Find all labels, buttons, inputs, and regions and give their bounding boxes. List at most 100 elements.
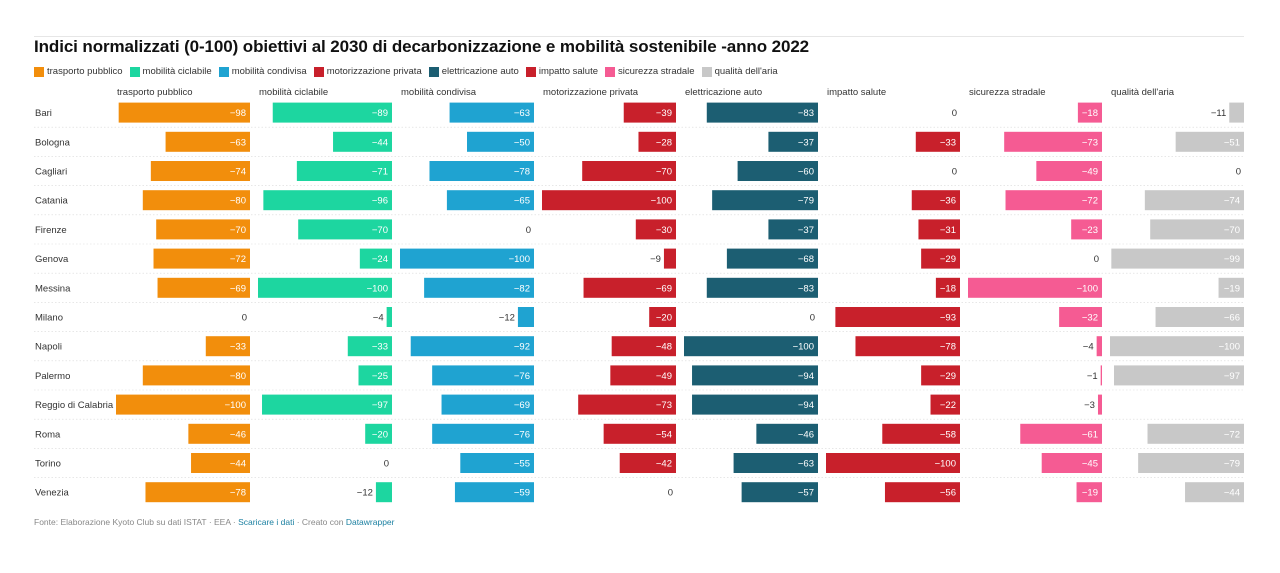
bar-mobilita-ciclabile-roma [365, 423, 392, 444]
bar-trasporto-pubblico-catania [142, 190, 250, 211]
value-label-impatto-salute-torino: −100 [935, 459, 956, 470]
value-label-mobilita-condivisa-cagliari: −78 [514, 167, 530, 178]
bar-sicurezza-stradale-messina [968, 277, 1102, 298]
bar-sicurezza-stradale-bologna [1004, 131, 1102, 152]
download-data-link[interactable]: Scaricare i dati [238, 517, 295, 527]
column-header-qualita-dell-aria: qualità dell'aria [1111, 87, 1175, 98]
bar-motorizzazione-privata-milano [649, 307, 676, 327]
value-label-motorizzazione-privata-torino: −42 [656, 459, 672, 470]
value-label-trasporto-pubblico-palermo: −80 [230, 371, 246, 382]
bar-qualita-dell-aria-firenze [1150, 219, 1244, 240]
value-label-motorizzazione-privata-firenze: −30 [656, 225, 672, 236]
value-label-mobilita-condivisa-catania: −65 [514, 196, 530, 207]
value-label-elettricazione-auto-palermo: −94 [798, 371, 814, 382]
bar-sicurezza-stradale-torino [1041, 453, 1102, 473]
column-header-motorizzazione-privata: motorizzazione privata [543, 87, 639, 98]
top-rule [34, 36, 1244, 37]
bar-impatto-salute-milano [835, 307, 960, 327]
value-label-qualita-dell-aria-bologna: −51 [1224, 137, 1240, 148]
bar-impatto-salute-catania [911, 190, 960, 211]
value-label-motorizzazione-privata-bologna: −28 [656, 137, 672, 148]
bar-mobilita-ciclabile-napoli [347, 336, 392, 357]
bar-mobilita-condivisa-genova [400, 248, 534, 269]
value-label-mobilita-ciclabile-roma: −20 [372, 429, 388, 440]
bar-elettricazione-auto-genova [726, 248, 818, 269]
value-label-motorizzazione-privata-genova: −9 [650, 254, 661, 265]
bar-impatto-salute-reggio-di-calabria [930, 394, 960, 415]
bar-motorizzazione-privata-torino [619, 453, 676, 473]
bar-sicurezza-stradale-firenze [1071, 219, 1102, 240]
bar-trasporto-pubblico-messina [157, 277, 250, 298]
value-label-elettricazione-auto-bologna: −37 [798, 137, 814, 148]
value-label-trasporto-pubblico-torino: −44 [230, 459, 246, 470]
row-label-milano: Milano [35, 313, 63, 324]
value-label-impatto-salute-roma: −58 [940, 429, 956, 440]
value-label-mobilita-condivisa-venezia: −59 [514, 488, 530, 499]
value-label-trasporto-pubblico-cagliari: −74 [230, 167, 246, 178]
legend-item-sicurezza-stradale: sicurezza stradale [605, 66, 695, 77]
bar-elettricazione-auto-catania [712, 190, 818, 211]
legend-swatch [34, 66, 44, 77]
bar-mobilita-condivisa-bari [449, 102, 534, 123]
bar-qualita-dell-aria-roma [1147, 423, 1244, 444]
value-label-sicurezza-stradale-messina: −100 [1077, 283, 1098, 294]
bar-sicurezza-stradale-venezia [1076, 482, 1102, 503]
value-label-impatto-salute-reggio-di-calabria: −22 [940, 400, 956, 411]
bar-sicurezza-stradale-palermo [1100, 365, 1102, 386]
value-label-qualita-dell-aria-torino: −79 [1224, 459, 1240, 470]
row-label-messina: Messina [35, 283, 71, 294]
legend-item-mobilita-condivisa: mobilità condivisa [218, 66, 307, 77]
legend-swatch [129, 66, 140, 77]
value-label-trasporto-pubblico-bologna: −63 [230, 137, 246, 148]
value-label-sicurezza-stradale-roma: −61 [1082, 429, 1098, 440]
value-label-mobilita-ciclabile-torino: 0 [384, 459, 389, 470]
value-label-mobilita-condivisa-palermo: −76 [514, 371, 530, 382]
value-label-impatto-salute-palermo: −29 [940, 371, 956, 382]
value-label-impatto-salute-venezia: −56 [940, 488, 956, 499]
row-label-genova: Genova [35, 254, 69, 265]
legend-label: impatto salute [538, 66, 598, 77]
bar-elettricazione-auto-bari [706, 102, 818, 123]
bar-impatto-salute-venezia [884, 482, 960, 503]
value-label-motorizzazione-privata-milano: −20 [656, 313, 672, 324]
value-label-elettricazione-auto-napoli: −100 [793, 342, 814, 353]
bar-trasporto-pubblico-torino [191, 453, 250, 473]
value-label-qualita-dell-aria-catania: −74 [1224, 196, 1240, 207]
value-label-motorizzazione-privata-roma: −54 [656, 429, 672, 440]
legend-label: motorizzazione privata [326, 66, 422, 77]
value-label-motorizzazione-privata-catania: −100 [651, 196, 672, 207]
value-label-mobilita-condivisa-roma: −76 [514, 429, 530, 440]
value-label-mobilita-ciclabile-bari: −89 [372, 108, 388, 119]
value-label-trasporto-pubblico-messina: −69 [230, 283, 246, 294]
bar-sicurezza-stradale-reggio-di-calabria [1097, 394, 1102, 415]
bar-mobilita-ciclabile-palermo [358, 365, 392, 386]
bar-qualita-dell-aria-bologna [1175, 131, 1244, 152]
value-label-mobilita-condivisa-messina: −82 [514, 283, 530, 294]
legend-swatch [218, 66, 229, 77]
legend-item-elettricazione-auto: elettricazione auto [428, 66, 519, 77]
datawrapper-link[interactable]: Datawrapper [345, 517, 395, 527]
legend-item-mobilita-ciclabile: mobilità ciclabile [129, 66, 212, 77]
column-header-trasporto-pubblico: trasporto pubblico [117, 87, 193, 98]
bar-mobilita-ciclabile-reggio-di-calabria [262, 394, 392, 415]
bar-trasporto-pubblico-cagliari [150, 161, 250, 181]
bar-qualita-dell-aria-messina [1218, 277, 1244, 298]
value-label-impatto-salute-milano: −93 [940, 313, 956, 324]
bar-qualita-dell-aria-palermo [1114, 365, 1244, 386]
row-label-torino: Torino [35, 459, 61, 470]
bar-trasporto-pubblico-bologna [165, 131, 250, 152]
value-label-mobilita-ciclabile-napoli: −33 [372, 342, 388, 353]
footer-source: Fonte: Elaborazione Kyoto Club su dati I… [34, 517, 239, 527]
row-label-bari: Bari [35, 108, 52, 119]
bar-trasporto-pubblico-bari [118, 102, 251, 123]
value-label-trasporto-pubblico-milano: 0 [242, 313, 247, 324]
value-label-mobilita-condivisa-firenze: 0 [526, 225, 531, 236]
bar-elettricazione-auto-roma [756, 423, 818, 444]
legend: trasporto pubblico mobilità ciclabile mobi… [34, 65, 785, 78]
bar-mobilita-condivisa-roma [432, 423, 534, 444]
bar-mobilita-condivisa-milano [517, 307, 534, 327]
bar-sicurezza-stradale-milano [1059, 307, 1102, 327]
value-label-motorizzazione-privata-palermo: −49 [656, 371, 672, 382]
legend-item-trasporto-pubblico: trasporto pubblico [34, 66, 123, 77]
bar-elettricazione-auto-venezia [741, 482, 818, 503]
